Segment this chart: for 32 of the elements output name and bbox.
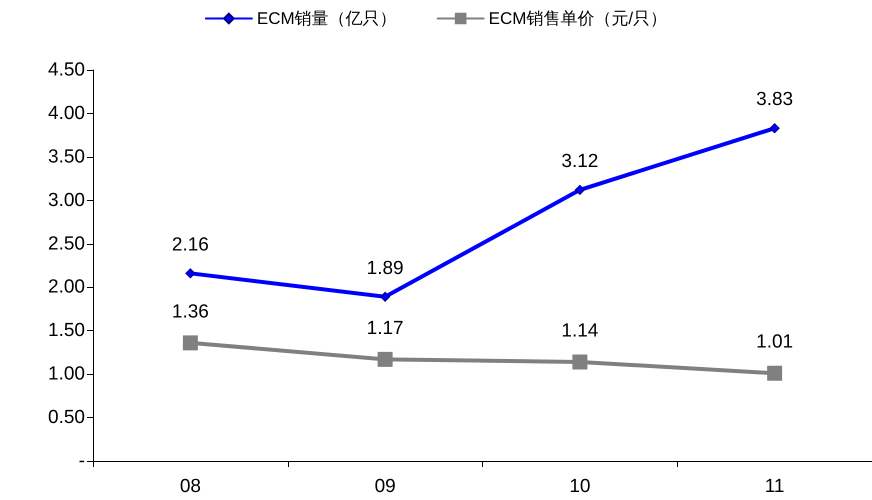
- y-tick-label: 4.00: [48, 102, 85, 124]
- point: [770, 123, 780, 134]
- point: [572, 354, 588, 370]
- data-label: 1.14: [561, 320, 599, 342]
- legend-label: ECM销量（亿只）: [256, 9, 397, 28]
- y-tick-label: 0.50: [48, 407, 85, 428]
- y-tick-label: 1.50: [48, 320, 85, 342]
- y-tick-label: 3.00: [48, 190, 85, 211]
- y-tick-label: 2.50: [48, 233, 85, 254]
- y-tick-label: 2.00: [48, 276, 85, 298]
- legend-label: ECM销售单价（元/只）: [488, 9, 668, 28]
- y-tick-label: 4.50: [48, 60, 85, 80]
- y-tick-label: -: [78, 450, 85, 472]
- x-tick-label: 09: [374, 476, 396, 497]
- data-label: 1.01: [756, 332, 794, 353]
- point: [185, 268, 196, 278]
- point: [378, 352, 393, 367]
- data-label: 1.36: [172, 301, 209, 322]
- x-tick-label: 08: [180, 476, 201, 497]
- data-label: 3.83: [756, 89, 794, 110]
- point: [574, 184, 585, 195]
- x-tick-label: 10: [569, 476, 590, 497]
- y-tick-label: 1.00: [48, 364, 85, 385]
- point: [380, 292, 390, 302]
- point: [767, 366, 782, 381]
- point: [182, 335, 198, 350]
- y-tick-label: 3.50: [48, 146, 85, 168]
- x-tick-label: 11: [764, 476, 784, 497]
- data-label: 3.12: [561, 150, 598, 172]
- data-label: 2.16: [172, 234, 209, 256]
- data-label: 1.89: [366, 258, 404, 279]
- data-label: 1.17: [366, 318, 404, 339]
